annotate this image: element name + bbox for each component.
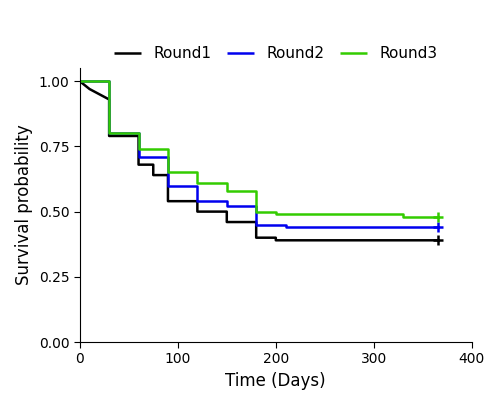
Legend: Round1, Round2, Round3: Round1, Round2, Round3 (108, 40, 444, 67)
Y-axis label: Survival probability: Survival probability (15, 125, 33, 286)
X-axis label: Time (Days): Time (Days) (226, 372, 326, 390)
